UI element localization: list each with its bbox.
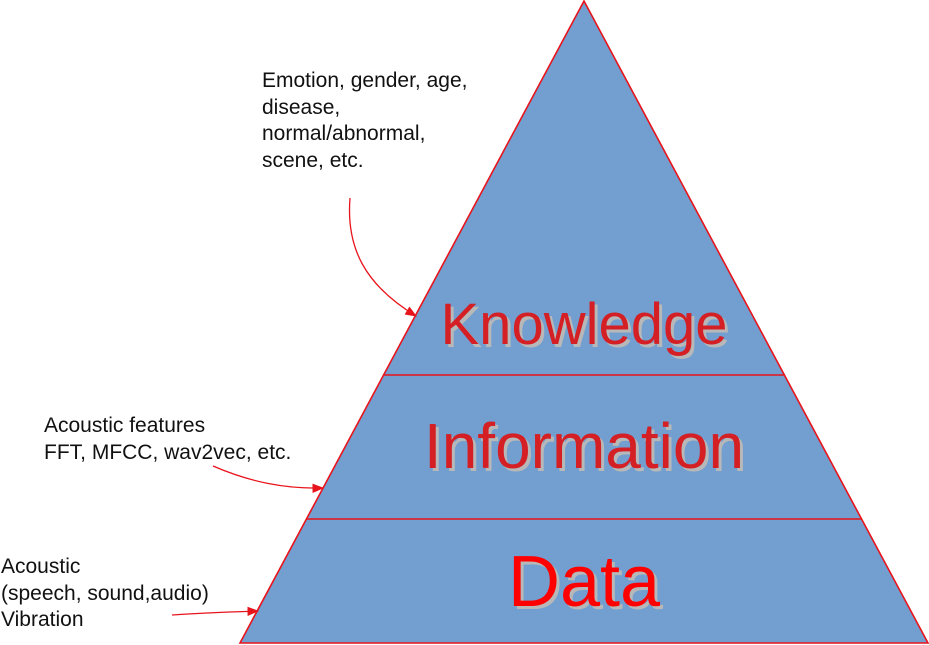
information-annotation-line-2: FFT, MFCC, wav2vec, etc.	[44, 440, 292, 464]
knowledge-annotation-line-1: Emotion, gender, age,	[262, 69, 468, 92]
information-annotation: Acoustic features FFT, MFCC, wav2vec, et…	[44, 413, 291, 466]
knowledge-annotation-line-4: scene, etc.	[262, 148, 364, 172]
knowledge-annotation-line-2: disease,	[262, 95, 341, 119]
data-annotation-line-2: (speech, sound,audio)	[1, 581, 209, 605]
information-label-shadow: Information	[427, 413, 747, 485]
knowledge-arrow	[348, 197, 417, 317]
information-annotation-line-1: Acoustic features	[44, 414, 206, 437]
knowledge-annotation: Emotion, gender, age, disease, normal/ab…	[262, 68, 467, 174]
knowledge-label-shadow: Knowledge	[444, 295, 731, 360]
data-annotation-line-3: Vibration	[1, 608, 84, 631]
data-annotation: Acoustic (speech, sound,audio) Vibration	[1, 554, 209, 634]
information-arrow	[212, 465, 325, 493]
data-label-shadow: Data	[511, 545, 664, 625]
pyramid-triangle	[238, 0, 929, 644]
information-label: Information	[424, 410, 744, 482]
data-label: Data	[508, 542, 661, 622]
knowledge-label: Knowledge	[441, 292, 728, 357]
data-arrow	[171, 606, 260, 617]
data-annotation-line-1: Acoustic	[1, 555, 81, 578]
knowledge-annotation-line-3: normal/abnormal,	[262, 122, 426, 145]
